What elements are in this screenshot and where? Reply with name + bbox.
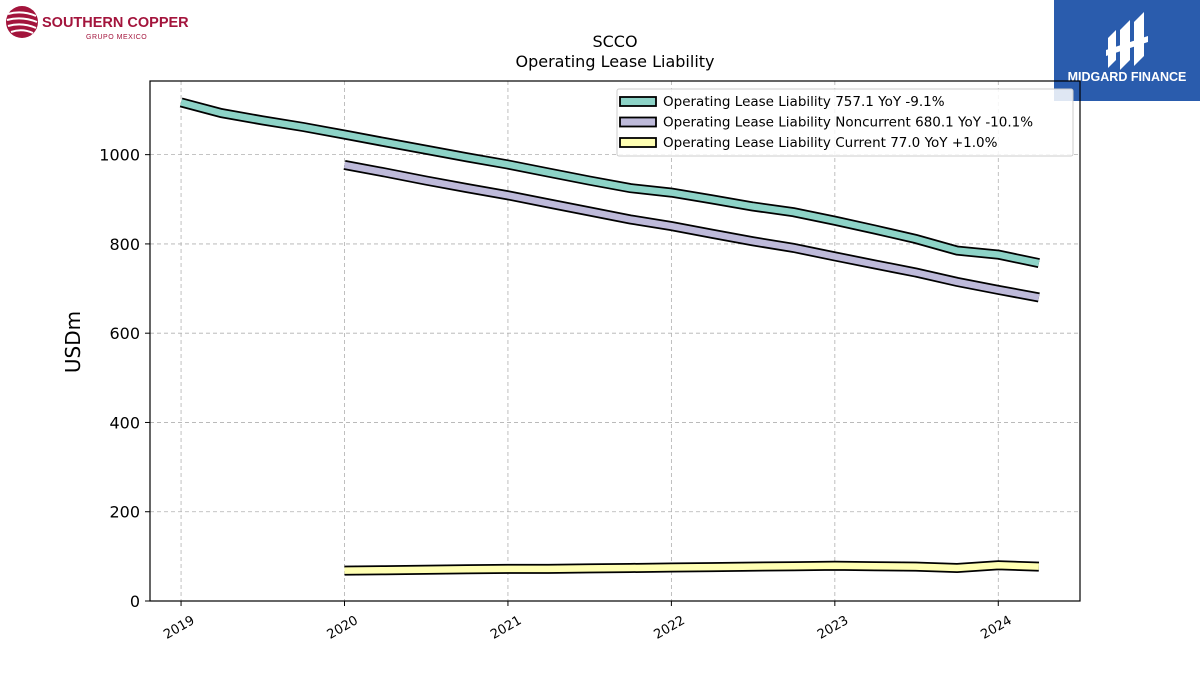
series-2: [343, 159, 1040, 303]
legend-swatch: [619, 137, 657, 148]
series-1: [179, 97, 1040, 268]
y-tick-label: 0: [130, 592, 140, 611]
x-tick-label: 2019: [161, 613, 197, 643]
x-tick-label: 2023: [815, 613, 851, 643]
y-axis-label: USDm: [61, 311, 85, 373]
series-line: [344, 562, 1040, 574]
y-tick-label: 800: [109, 235, 140, 254]
grid: [150, 81, 1080, 602]
legend-box: [616, 88, 1074, 157]
y-tick-label: 600: [109, 324, 140, 343]
legend-label: Operating Lease Liability Current 77.0 Y…: [663, 135, 998, 151]
x-tick-label: 2020: [325, 613, 361, 643]
southern-copper-emblem-icon: [6, 6, 38, 38]
midgard-finance-name: MIDGARD FINANCE: [1068, 70, 1187, 84]
legend-swatch: [619, 116, 657, 128]
x-tick-label: 2021: [488, 613, 524, 643]
midgard-emblem-icon: [1106, 12, 1148, 70]
legend-label: Operating Lease Liability Noncurrent 680…: [663, 115, 1033, 131]
southern-copper-name: SOUTHERN COPPER: [42, 15, 189, 31]
series-lines: [179, 97, 1040, 576]
plot-frame: [149, 80, 1081, 602]
southern-copper-subtitle: GRUPO MEXICO: [86, 34, 147, 41]
series-line: [343, 161, 1040, 301]
legend-swatch: [619, 96, 657, 107]
chart-title: SCCO: [592, 32, 637, 51]
y-tick-label: 200: [109, 503, 140, 522]
x-tick-label: 2024: [978, 613, 1014, 643]
axes: 0 200 400 600 800 1000 2019 2020 2021 2022 2023 202…: [99, 80, 1081, 643]
southern-copper-logo: SOUTHERN COPPER GRUPO MEXICO: [6, 6, 189, 41]
x-tick-label: 2022: [652, 613, 688, 643]
y-tick-label: 400: [109, 413, 140, 432]
y-tick-label: 1000: [99, 146, 140, 165]
series-3: [344, 560, 1040, 576]
chart-subtitle: Operating Lease Liability: [515, 52, 714, 71]
midgard-finance-logo: MIDGARD FINANCE: [1054, 0, 1200, 101]
series-line: [180, 99, 1040, 267]
legend-label: Operating Lease Liability 757.1 YoY -9.1…: [663, 94, 945, 110]
legend: Operating Lease Liability 757.1 YoY -9.1…: [616, 88, 1074, 157]
